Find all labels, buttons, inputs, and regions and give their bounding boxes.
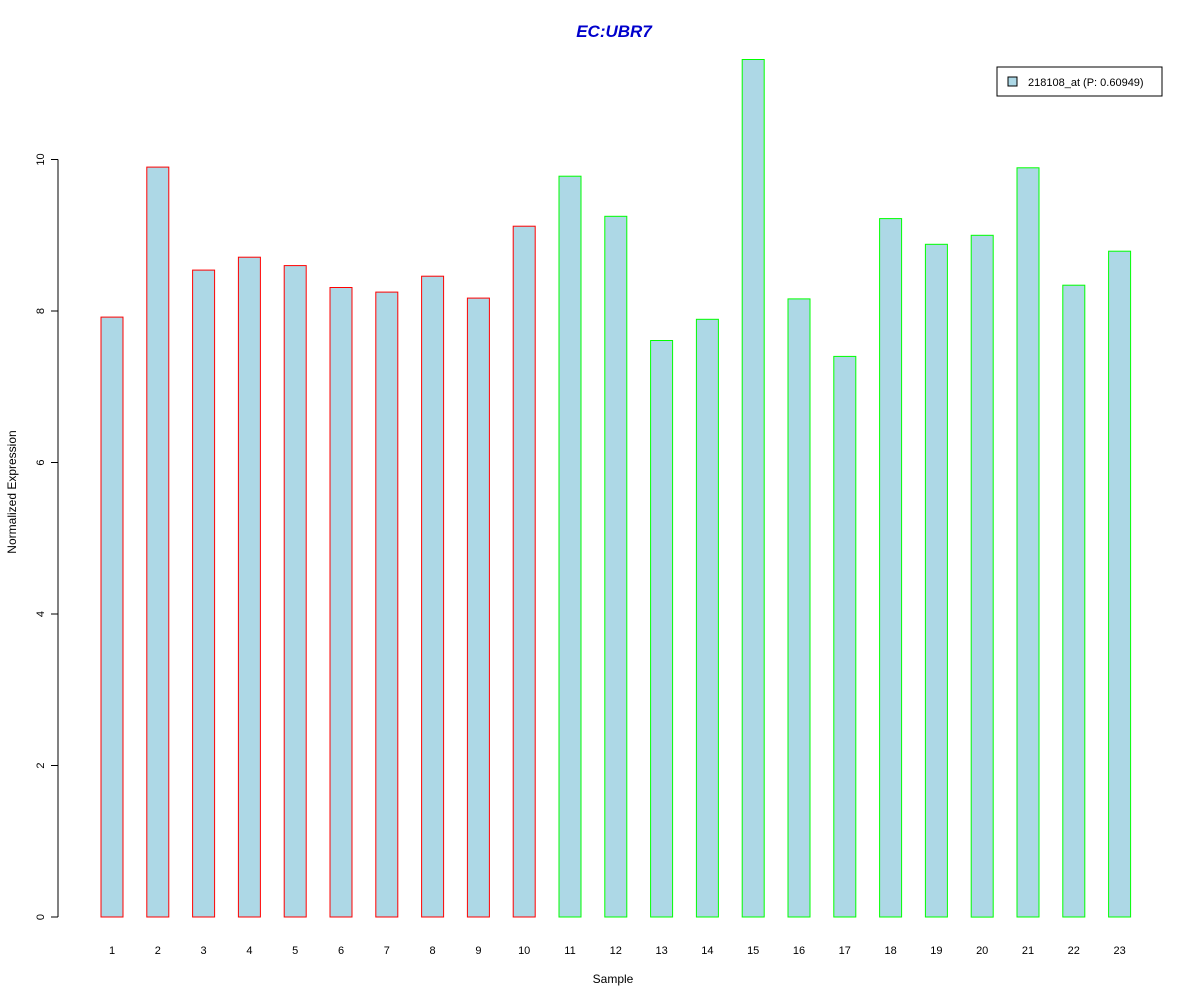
x-tick-label: 2 [155,945,161,957]
bar-sample-11 [558,175,582,918]
bar-sample-5 [283,265,307,918]
x-tick-label: 1 [109,945,115,957]
bar-sample-3 [192,269,216,918]
x-tick-label: 15 [747,945,759,957]
bar-sample-2 [146,166,170,918]
y-axis-label: Normalized Expression [5,430,19,553]
x-tick-label: 23 [1113,945,1125,957]
legend: 218108_at (P: 0.60949) [996,66,1163,97]
bar-sample-20 [970,234,994,918]
bar-sample-18 [879,218,903,918]
x-tick-label: 5 [292,945,298,957]
chart-title: EC:UBR7 [576,22,653,41]
bar-sample-17 [833,355,857,918]
x-tick-label: 11 [564,945,575,957]
y-tick-label: 8 [35,308,47,314]
bar-sample-21 [1016,167,1040,918]
x-tick-label: 7 [384,945,390,957]
bar-sample-1 [100,316,124,918]
legend-box [996,66,1163,97]
x-tick-label: 10 [518,945,530,957]
y-tick-label: 4 [35,611,47,617]
y-axis: 0 2 4 6 8 10 [35,153,59,920]
bar-sample-23 [1108,250,1132,918]
bar-sample-19 [924,243,948,918]
x-tick-label: 21 [1022,945,1034,957]
bar-sample-8 [421,275,445,918]
x-tick-label: 18 [884,945,896,957]
bar-sample-14 [695,318,719,918]
bar-sample-22 [1062,284,1086,918]
bar-sample-15 [741,59,765,918]
x-tick-label: 17 [839,945,851,957]
x-tick-label: 16 [793,945,805,957]
x-tick-label: 14 [701,945,713,957]
legend-label: 218108_at (P: 0.60949) [1028,77,1144,89]
x-axis-label: Sample [593,972,634,986]
x-tick-label: 9 [475,945,481,957]
bar-sample-6 [329,287,353,918]
x-tick-label: 4 [246,945,252,957]
x-tick-label: 6 [338,945,344,957]
y-tick-label: 6 [35,459,47,465]
x-tick-label: 19 [930,945,942,957]
x-tick-labels: 1 2 3 4 5 6 7 8 9 10 11 12 13 14 15 16 17 18 19 20 21 22 23 [109,945,1126,957]
bar-sample-4 [237,256,261,918]
bar-sample-12 [604,215,628,918]
x-tick-label: 20 [976,945,988,957]
bar-sample-13 [650,340,674,918]
bars [100,59,1132,918]
x-tick-label: 13 [655,945,667,957]
y-tick-label: 10 [35,153,47,165]
x-tick-label: 12 [610,945,622,957]
bar-sample-16 [787,298,811,918]
x-tick-label: 22 [1068,945,1080,957]
x-tick-label: 8 [430,945,436,957]
legend-swatch [1007,76,1018,87]
x-tick-label: 3 [201,945,207,957]
y-tick-label: 2 [35,762,47,768]
bar-sample-7 [375,291,399,918]
bar-sample-10 [512,225,536,918]
bar-sample-9 [466,297,490,918]
y-tick-label: 0 [35,914,47,920]
